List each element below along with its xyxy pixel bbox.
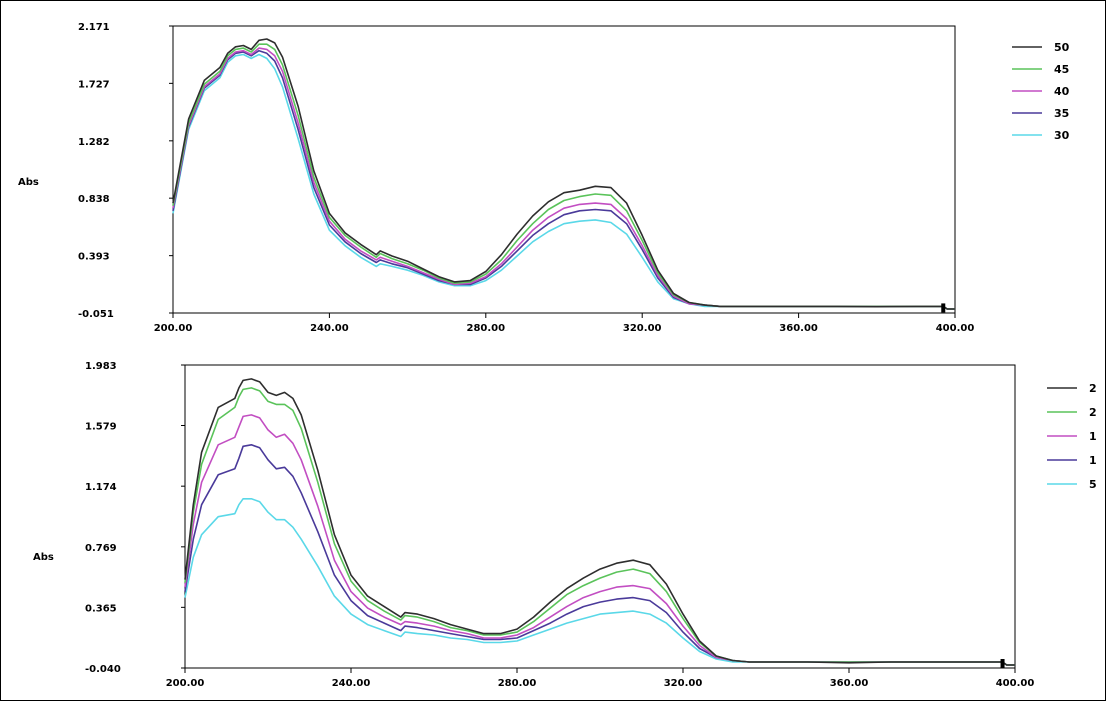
legend-label: 35 — [1054, 107, 1069, 120]
series-line-1-2 — [184, 414, 1015, 666]
series-line-0-2 — [172, 47, 955, 310]
cursor-marker — [941, 303, 946, 313]
y-tick-label: 1.983 — [85, 361, 117, 372]
x-tick-label: 400.00 — [936, 323, 975, 334]
x-tick-label: 240.00 — [310, 323, 349, 334]
y-tick-label: 1.727 — [78, 79, 110, 90]
y-tick-label: 1.282 — [78, 137, 110, 148]
y-tick-label: 0.365 — [85, 603, 117, 614]
x-tick-label: 360.00 — [779, 323, 818, 334]
y-tick-label: 0.838 — [78, 194, 110, 205]
series-line-0-0 — [172, 38, 955, 310]
y-axis-label: Abs — [18, 177, 39, 188]
x-tick-label: 280.00 — [498, 678, 537, 689]
series-line-1-1 — [184, 387, 1015, 666]
x-tick-label: 320.00 — [664, 678, 703, 689]
x-tick-label: 200.00 — [166, 678, 205, 689]
legend-label: 1 — [1089, 454, 1097, 467]
y-tick-label: -0.040 — [85, 664, 121, 675]
legend-label: 1 — [1089, 430, 1097, 443]
x-tick-label: 280.00 — [467, 323, 506, 334]
x-tick-label: 400.00 — [996, 678, 1035, 689]
y-tick-label: 0.769 — [85, 543, 117, 554]
y-tick-label: 0.393 — [78, 252, 110, 263]
y-tick-label: 1.579 — [85, 422, 117, 433]
plot-area-1 — [184, 364, 1016, 669]
legend-label: 45 — [1054, 63, 1069, 76]
x-tick-label: 240.00 — [332, 678, 371, 689]
y-tick-label: 2.171 — [78, 22, 110, 33]
plot-area-0 — [172, 25, 956, 314]
series-line-1-4 — [184, 498, 1015, 666]
x-tick-label: 200.00 — [154, 323, 193, 334]
y-tick-label: -0.051 — [78, 309, 114, 320]
cursor-marker — [1000, 659, 1005, 669]
x-tick-label: 320.00 — [623, 323, 662, 334]
legend-label: 30 — [1054, 129, 1070, 142]
legend-label: 50 — [1054, 41, 1070, 54]
y-tick-label: 1.174 — [85, 482, 117, 493]
series-line-1-3 — [184, 444, 1015, 666]
x-tick-label: 360.00 — [830, 678, 869, 689]
legend-label: 2 — [1089, 406, 1097, 419]
y-axis-label: Abs — [33, 552, 54, 563]
legend-label: 2 — [1089, 382, 1097, 395]
legend-label: 40 — [1054, 85, 1070, 98]
series-line-1-0 — [184, 378, 1015, 666]
legend-label: 5 — [1089, 478, 1097, 491]
